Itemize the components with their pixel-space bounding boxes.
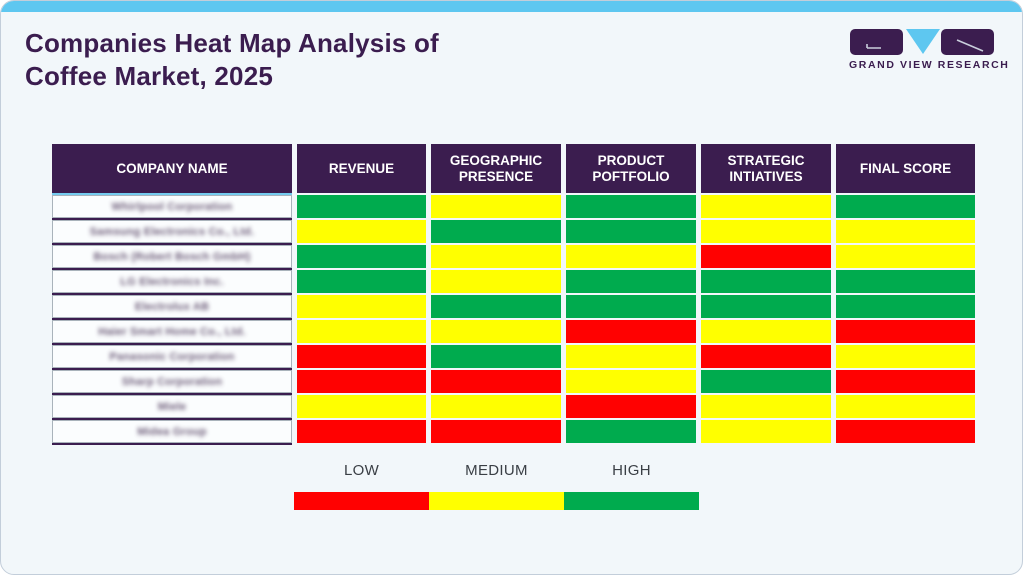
- heat-cell-high: [431, 295, 561, 318]
- heat-cell-high: [836, 270, 975, 293]
- heat-cell-high: [566, 195, 696, 218]
- column-header-company-name: COMPANY NAME: [52, 144, 292, 193]
- company-name-text: Whirlpool Corporation: [111, 200, 233, 213]
- heat-cell-low: [701, 245, 831, 268]
- company-name-text: Samsung Electronics Co., Ltd.: [89, 225, 255, 238]
- heat-cell-high: [701, 270, 831, 293]
- heat-cell-medium: [431, 270, 561, 293]
- heat-cell-low: [701, 345, 831, 368]
- column-header-final-score: FINAL SCORE: [836, 144, 975, 193]
- company-name-cell: Panasonic Corporation: [52, 345, 292, 368]
- heat-cell-low: [297, 370, 426, 393]
- company-name-cell: Sharp Corporation: [52, 370, 292, 393]
- heat-cell-medium: [431, 245, 561, 268]
- heat-cell-medium: [297, 320, 426, 343]
- company-name-cell: Haier Smart Home Co., Ltd.: [52, 320, 292, 343]
- company-name-cell: Bosch (Robert Bosch GmbH): [52, 245, 292, 268]
- heat-cell-high: [566, 420, 696, 443]
- page-title-line2: Coffee Market, 2025: [25, 61, 274, 92]
- company-name-cell: Whirlpool Corporation: [52, 195, 292, 218]
- heat-cell-medium: [297, 395, 426, 418]
- legend-segment-high: HIGH: [564, 462, 699, 510]
- company-name-text: Panasonic Corporation: [109, 350, 235, 363]
- top-accent-bar: [1, 1, 1022, 12]
- heat-cell-medium: [566, 245, 696, 268]
- heat-cell-low: [566, 395, 696, 418]
- page-title-line1: Companies Heat Map Analysis of: [25, 28, 439, 58]
- heat-cell-low: [836, 420, 975, 443]
- heat-cell-high: [566, 295, 696, 318]
- legend-label-medium: MEDIUM: [465, 462, 528, 479]
- heat-cell-low: [297, 345, 426, 368]
- heat-cell-low: [836, 320, 975, 343]
- column-header-geographic-presence: GEOGRAPHIC PRESENCE: [431, 144, 561, 193]
- legend-label-high: HIGH: [612, 462, 651, 479]
- company-name-cell: LG Electronics Inc.: [52, 270, 292, 293]
- page-title: Companies Heat Map Analysis of Coffee Ma…: [25, 27, 585, 94]
- heat-cell-medium: [297, 295, 426, 318]
- heatmap-table: COMPANY NAME REVENUE GEOGRAPHIC PRESENCE…: [52, 144, 975, 443]
- heat-cell-low: [431, 420, 561, 443]
- heat-cell-high: [836, 195, 975, 218]
- heat-cell-medium: [836, 245, 975, 268]
- heat-cell-medium: [566, 345, 696, 368]
- company-name-cell: Samsung Electronics Co., Ltd.: [52, 220, 292, 243]
- legend-segment-low: LOW: [294, 462, 429, 510]
- heat-cell-high: [431, 345, 561, 368]
- heat-cell-high: [297, 270, 426, 293]
- heat-cell-medium: [701, 395, 831, 418]
- column-header-revenue: REVENUE: [297, 144, 426, 193]
- heat-cell-high: [566, 270, 696, 293]
- heat-cell-low: [566, 320, 696, 343]
- company-name-cell: Electrolux AB: [52, 295, 292, 318]
- company-name-text: Sharp Corporation: [121, 375, 223, 388]
- legend-swatch-medium: [429, 492, 564, 510]
- heat-cell-medium: [701, 195, 831, 218]
- heat-cell-medium: [701, 320, 831, 343]
- heat-cell-high: [701, 370, 831, 393]
- company-name-text: Miele: [157, 400, 187, 413]
- heat-cell-medium: [836, 345, 975, 368]
- heat-cell-high: [701, 295, 831, 318]
- heat-cell-medium: [431, 320, 561, 343]
- company-name-text: Electrolux AB: [134, 300, 210, 313]
- legend-swatch-high: [564, 492, 699, 510]
- legend: LOW MEDIUM HIGH: [294, 462, 699, 510]
- legend-swatch-low: [294, 492, 429, 510]
- grand-view-research-logo: GRAND VIEW RESEARCH: [849, 28, 1010, 71]
- company-name-text: LG Electronics Inc.: [120, 275, 224, 288]
- logo-wordmark: GRAND VIEW RESEARCH: [849, 59, 1010, 71]
- heat-cell-medium: [566, 370, 696, 393]
- heat-cell-high: [297, 195, 426, 218]
- heat-cell-high: [566, 220, 696, 243]
- heat-cell-medium: [701, 420, 831, 443]
- company-name-text: Bosch (Robert Bosch GmbH): [93, 250, 251, 263]
- heat-cell-low: [431, 370, 561, 393]
- company-name-text: Midea Group: [137, 425, 207, 438]
- heat-cell-medium: [701, 220, 831, 243]
- legend-label-low: LOW: [343, 462, 380, 479]
- heat-cell-medium: [431, 195, 561, 218]
- heat-cell-medium: [836, 395, 975, 418]
- heat-cell-low: [297, 420, 426, 443]
- company-name-text: Haier Smart Home Co., Ltd.: [98, 325, 246, 338]
- gvr-monogram-icon: [850, 29, 994, 55]
- heat-cell-high: [431, 220, 561, 243]
- legend-segment-medium: MEDIUM: [429, 462, 564, 510]
- heat-cell-high: [836, 295, 975, 318]
- company-name-cell: Midea Group: [52, 420, 292, 443]
- column-header-product-portfolio: PRODUCT POFTFOLIO: [566, 144, 696, 193]
- column-header-strategic-initiatives: STRATEGIC INTIATIVES: [701, 144, 831, 193]
- heat-cell-high: [297, 245, 426, 268]
- heat-cell-medium: [297, 220, 426, 243]
- company-name-cell: Miele: [52, 395, 292, 418]
- heat-cell-medium: [431, 395, 561, 418]
- heat-cell-low: [836, 370, 975, 393]
- heat-cell-medium: [836, 220, 975, 243]
